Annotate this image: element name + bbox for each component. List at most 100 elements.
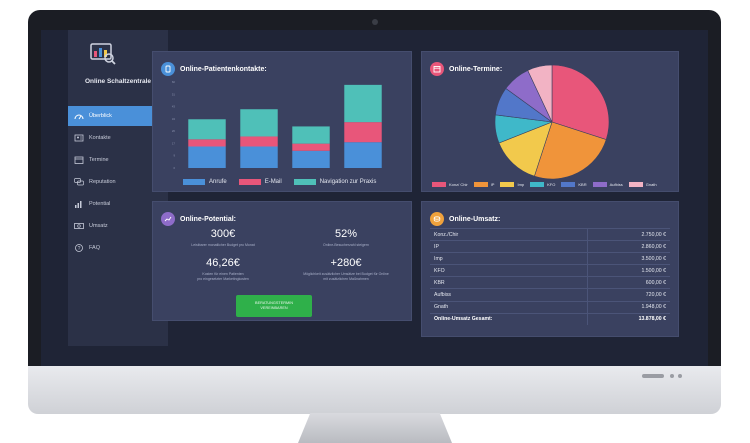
sidebar-item-reputation[interactable]: Reputation: [68, 172, 168, 192]
legend-item-email: E-Mail: [238, 179, 282, 185]
table-row: Imp 3.500,00 €: [430, 252, 670, 264]
row-label: KBR: [434, 279, 445, 286]
question-icon: ?: [74, 244, 84, 252]
total-value: 13.878,00 €: [638, 316, 666, 323]
y-tick-label: 0: [173, 166, 175, 170]
revenue-panel-title: Online-Umsatz:: [449, 215, 501, 223]
row-value: 3.500,00 €: [641, 255, 666, 262]
legend-label: Navigation zur Praxis: [319, 179, 377, 185]
sidebar: Online Schaltzentrale Überblick Kontakte…: [68, 30, 168, 346]
bar-segment: [292, 126, 330, 144]
row-value: 2.860,00 €: [641, 243, 666, 250]
potential-panel: Online-Potential: 300€ Leistbarer monatl…: [152, 201, 412, 321]
contacts-panel: Online-Patientenkontakte: 0 9 17 26 34 43 51 60…: [152, 51, 412, 192]
sidebar-item-umsatz[interactable]: Umsatz: [68, 216, 168, 236]
table-row: IP 2.860,00 €: [430, 240, 670, 252]
sidebar-item-potential[interactable]: Potential: [68, 194, 168, 214]
y-tick-label: 9: [173, 154, 175, 158]
row-label: Imp: [434, 255, 443, 262]
sidebar-item-label: Überblick: [89, 113, 112, 119]
sidebar-item-label: FAQ: [89, 245, 101, 251]
y-tick-label: 34: [172, 117, 176, 121]
y-tick-label: 51: [172, 92, 176, 96]
bar-segment: [292, 143, 330, 151]
row-label: Aufbiss: [434, 292, 452, 299]
appointments-panel: Online-Termine: Konz/ Chir IP Imp KFO KBR Auf…: [421, 51, 679, 192]
contacts-bar-chart: 0 9 17 26 34 43 51 60: [172, 80, 382, 170]
contacts-chart-legend: Anrufe E-Mail Navigation zur Praxis: [183, 179, 388, 185]
trend-icon: [161, 212, 175, 226]
legend-item: Konz/ Chir: [432, 182, 468, 187]
appointments-panel-header: Online-Termine:: [430, 62, 502, 76]
legend-item: KFO: [530, 182, 555, 187]
table-row: KFO 1.500,00 €: [430, 264, 670, 276]
pie-slice: [551, 64, 610, 140]
bar-segment: [344, 142, 382, 168]
row-label: Konz./Chir: [434, 231, 459, 238]
calendar-icon: [74, 156, 84, 164]
legend-item-anrufe: Anrufe: [183, 179, 227, 185]
appointments-panel-title: Online-Termine:: [449, 65, 503, 73]
legend-swatch: [561, 182, 576, 187]
cta-line-1: BERATUNGSTERMIN: [255, 301, 293, 305]
stat-revenue-value: +280€: [330, 257, 362, 269]
legend-label: KFO: [547, 182, 556, 187]
monitor-port-slot: [642, 374, 664, 378]
bar-segment: [240, 146, 278, 168]
sidebar-item-faq[interactable]: ? FAQ: [68, 238, 168, 258]
legend-label: Imp: [517, 182, 525, 187]
sidebar-item-label: Reputation: [89, 179, 116, 185]
book-consultation-button[interactable]: BERATUNGSTERMIN VEREINBAREN: [236, 295, 312, 317]
sidebar-item-termine[interactable]: Termine: [68, 150, 168, 170]
legend-label: Aufbiss: [609, 182, 623, 187]
row-value: 1.948,00 €: [641, 304, 666, 311]
stat-budget-caption: Leistbarer monatlicher Budget pro Monat: [191, 243, 255, 247]
contacts-icon: [74, 134, 84, 142]
svg-text:?: ?: [78, 246, 81, 252]
stat-cost-caption: Kosten für einen Patienten pro eingesetz…: [197, 272, 249, 281]
row-value: 2.750,00 €: [641, 231, 666, 238]
legend-swatch: [473, 182, 488, 187]
legend-item: IP: [473, 182, 494, 187]
coins-icon: [430, 212, 444, 226]
row-value: 1.500,00 €: [641, 267, 666, 274]
contacts-panel-title: Online-Patientenkontakte:: [180, 65, 267, 73]
legend-label: Konz/ Chir: [449, 182, 468, 187]
legend-label: Anrufe: [209, 179, 227, 185]
bar-segment: [292, 150, 330, 168]
legend-label: Gnath: [645, 182, 657, 187]
bar-segment: [188, 119, 226, 140]
revenue-panel: Online-Umsatz: Konz./Chir 2.750,00 € IP 2.…: [421, 201, 679, 337]
monitor-chin: [28, 366, 721, 414]
bar-segment: [188, 139, 226, 147]
revenue-panel-header: Online-Umsatz:: [430, 212, 500, 226]
phone-icon: [161, 62, 175, 76]
sidebar-item-label: Termine: [89, 157, 109, 163]
monitor-led: [678, 374, 682, 378]
row-label: KFO: [434, 267, 445, 274]
table-row: KBR 600,00 €: [430, 276, 670, 288]
legend-label: E-Mail: [264, 179, 282, 185]
legend-swatch: [238, 179, 261, 185]
bar-segment: [188, 146, 226, 168]
y-tick-label: 26: [172, 129, 176, 133]
total-row: Online-Umsatz Gesamt: 13.878,00 €: [430, 312, 670, 325]
pie-slice: [534, 121, 607, 180]
legend-item: Aufbiss: [592, 182, 623, 187]
legend-swatch: [432, 182, 446, 187]
bar-segment: [344, 122, 382, 143]
sidebar-item-label: Potential: [89, 201, 111, 207]
potential-panel-title: Online-Potential:: [180, 215, 236, 223]
stat-budget-value: 300€: [210, 228, 236, 240]
monitor-led: [670, 374, 674, 378]
total-label: Online-Umsatz Gesamt:: [434, 316, 493, 323]
speech-bubbles-icon: [74, 178, 84, 186]
legend-swatch: [628, 182, 643, 187]
sidebar-item-ueberblick[interactable]: Überblick: [68, 106, 168, 126]
stat-visitors-value: 52%: [334, 228, 358, 240]
sidebar-item-kontakte[interactable]: Kontakte: [68, 128, 168, 148]
calendar-icon: [430, 62, 444, 76]
row-value: 720,00 €: [645, 292, 666, 299]
bar-segment: [240, 136, 278, 147]
